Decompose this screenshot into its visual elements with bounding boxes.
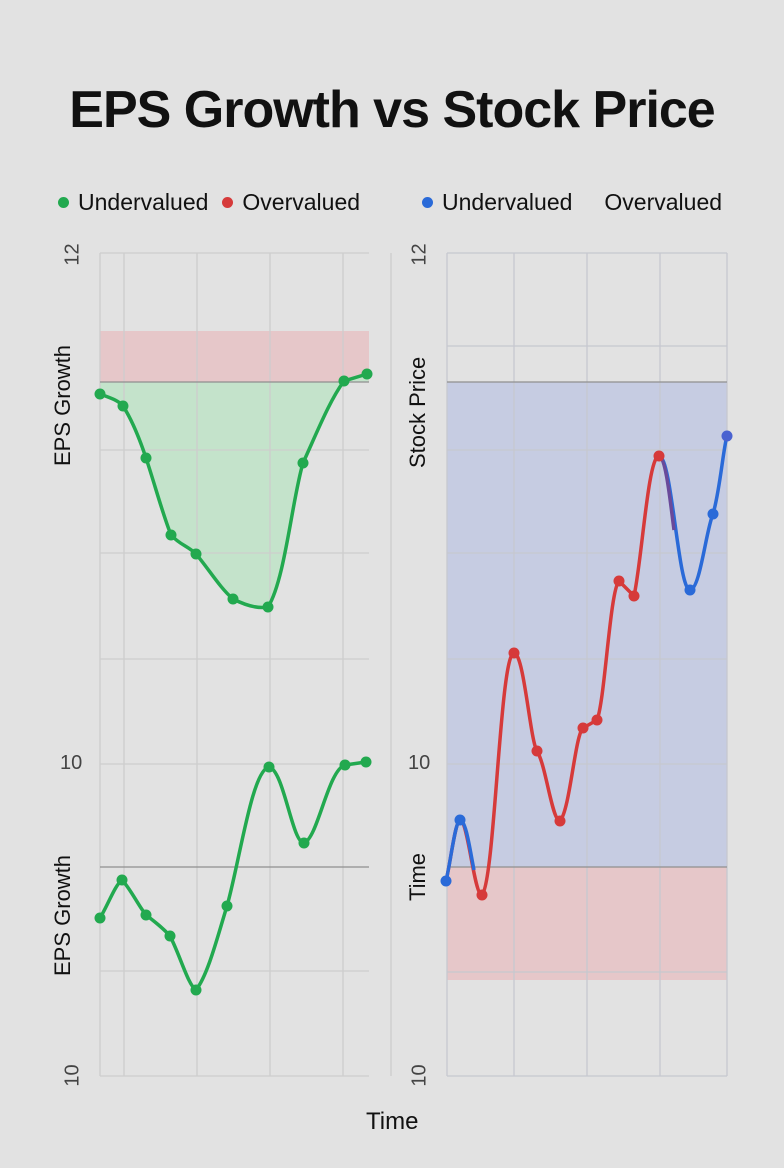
left-tick-top: 12 <box>61 243 84 266</box>
left-tick-bottom: 10 <box>61 1064 84 1087</box>
legend-item-overvalued: Overvalued <box>586 189 722 216</box>
right-ylabel-bottom: Time <box>405 852 430 902</box>
green-dot-icon <box>58 197 69 208</box>
price-points <box>440 430 733 901</box>
eps-points-top <box>94 368 373 613</box>
right-tick-top: 12 <box>408 243 431 266</box>
right-ylabel-top: Stock Price <box>405 356 430 468</box>
red-dot-icon <box>222 197 234 208</box>
left-ylabel-top: EPS Growth <box>50 344 75 466</box>
left-tick-mid: 10 <box>60 752 83 774</box>
legend-label: Undervalued <box>78 189 209 215</box>
legend-left: Undervalued Overvalued <box>58 189 374 216</box>
eps-line-top <box>99 372 368 610</box>
chart-title: EPS Growth vs Stock Price <box>69 81 715 139</box>
legend-label: Overvalued <box>242 189 361 215</box>
eps-points-bottom <box>94 756 372 996</box>
left-ylabel-bottom: EPS Growth <box>50 854 75 976</box>
legend-item-overvalued: Overvalued <box>222 189 360 216</box>
legend-item-undervalued: Undervalued <box>58 189 208 216</box>
x-axis-label: Time <box>366 1108 419 1135</box>
legend-right: Undervalued Overvalued <box>422 189 736 216</box>
right-tick-mid: 10 <box>408 752 431 774</box>
legend-label: Overvalued <box>604 189 723 215</box>
undervalued-fill <box>100 374 369 608</box>
left-grid <box>99 252 369 1077</box>
right-grid <box>446 252 728 1077</box>
legend-label: Undervalued <box>442 189 573 215</box>
eps-line-bottom <box>98 760 367 993</box>
overvalued-band <box>100 331 369 382</box>
legend-item-undervalued: Undervalued <box>422 189 572 216</box>
blue-dot-icon <box>422 197 433 208</box>
right-tick-bottom: 10 <box>408 1064 431 1087</box>
